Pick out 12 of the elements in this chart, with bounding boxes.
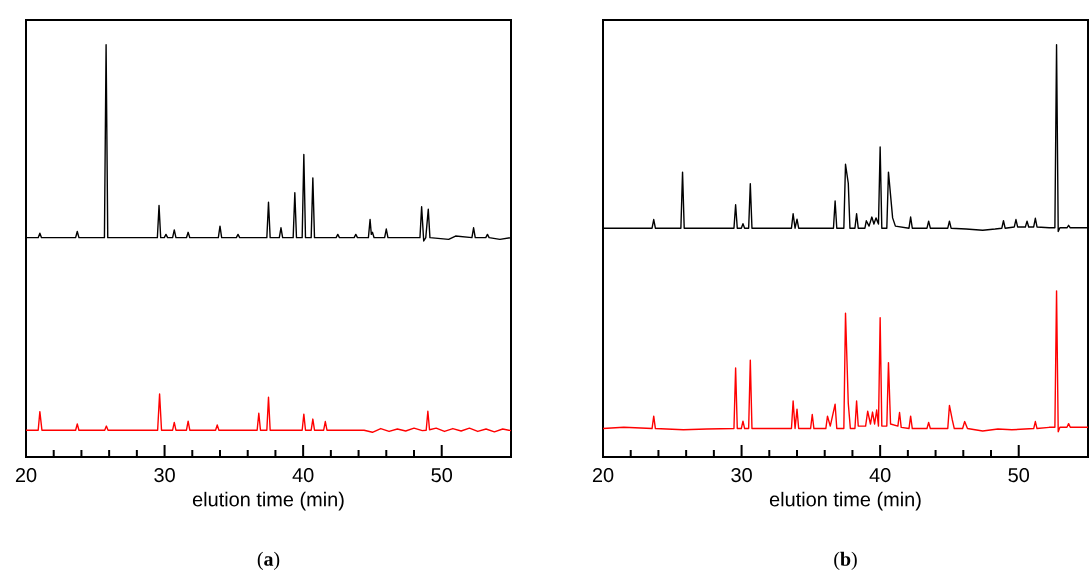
x-tick-label: 50 xyxy=(431,468,453,483)
text: (b) xyxy=(834,551,857,570)
x-tick-label: 30 xyxy=(731,468,752,483)
x-tick-label: 50 xyxy=(1008,468,1030,483)
x-tick-label: 20 xyxy=(15,468,37,483)
x-tick-label: 20 xyxy=(592,468,614,483)
text: (a) xyxy=(257,551,280,570)
x-tick-label: 30 xyxy=(154,468,175,483)
x-tick-label: 40 xyxy=(292,468,314,483)
x-axis-title: elution time (min) xyxy=(769,491,921,511)
x-axis-title: elution time (min) xyxy=(192,491,344,511)
x-tick-label: 40 xyxy=(869,468,891,483)
